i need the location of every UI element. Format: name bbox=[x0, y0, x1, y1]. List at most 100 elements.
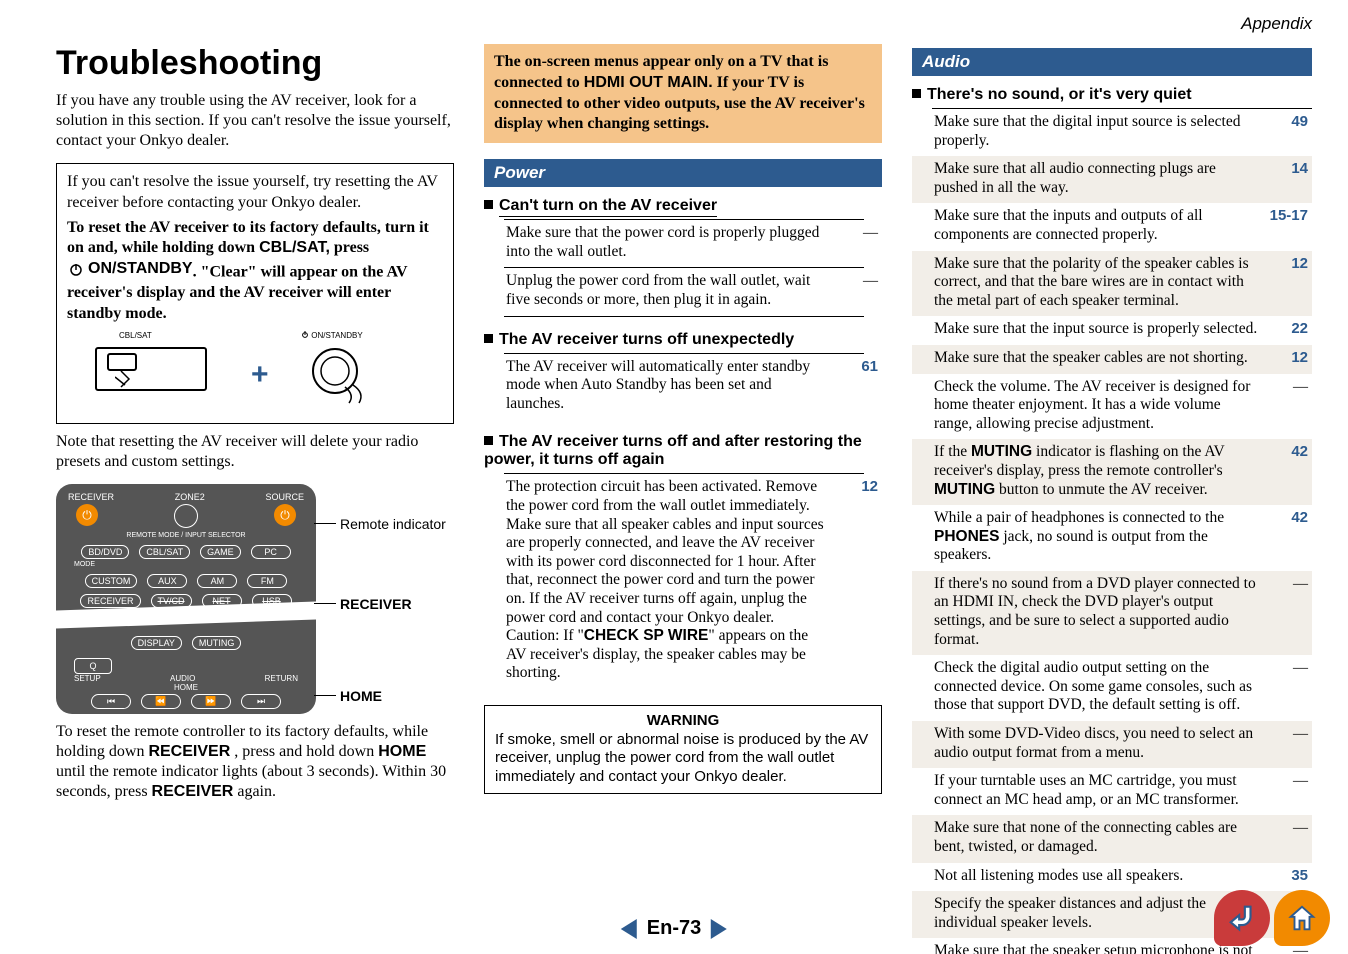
section-header-audio: Audio bbox=[912, 48, 1312, 76]
warning-body: If smoke, smell or abnormal noise is pro… bbox=[495, 731, 868, 786]
page-ref-link[interactable]: 12 bbox=[838, 478, 878, 496]
pill-am: AM bbox=[197, 574, 237, 588]
pill-q: Q bbox=[74, 658, 112, 674]
appendix-label: Appendix bbox=[1241, 14, 1312, 34]
item-row: The AV receiver will automatically enter… bbox=[484, 354, 882, 420]
page-ref-link[interactable]: 42 bbox=[1268, 443, 1308, 461]
page-ref-link[interactable]: 35 bbox=[1268, 867, 1308, 885]
remote-top-receiver: RECEIVER bbox=[68, 492, 114, 502]
page-ref-link: — bbox=[1268, 659, 1308, 677]
item-text: The AV receiver will automatically enter… bbox=[506, 358, 838, 414]
power-sub3: The AV receiver turns off and after rest… bbox=[484, 433, 882, 469]
remote-power-left-icon: ⏻ bbox=[76, 504, 98, 526]
item-text: If your turntable uses an MC cartridge, … bbox=[934, 772, 1268, 809]
column-3: Audio There's no sound, or it's very qui… bbox=[912, 44, 1312, 954]
pill-pc: PC bbox=[251, 545, 291, 559]
item-row: Make sure that the input source is prope… bbox=[912, 316, 1312, 345]
column-1: Troubleshooting If you have any trouble … bbox=[56, 44, 454, 954]
prev-page-button[interactable] bbox=[621, 919, 637, 939]
page-ref-link[interactable]: 42 bbox=[1268, 509, 1308, 527]
item-row: Make sure that the power cord is properl… bbox=[484, 220, 882, 267]
page-ref-link: — bbox=[1268, 772, 1308, 790]
page-ref-link[interactable]: 15-17 bbox=[1268, 207, 1308, 225]
item-text: With some DVD-Video discs, you need to s… bbox=[934, 725, 1268, 762]
page-ref-link[interactable]: 22 bbox=[1268, 320, 1308, 338]
item-text: Make sure that none of the connecting ca… bbox=[934, 819, 1268, 856]
item-row: If the MUTING indicator is flashing on t… bbox=[912, 439, 1312, 505]
power-icon bbox=[67, 263, 85, 277]
pill-fm: FM bbox=[247, 574, 287, 588]
item-row: Not all listening modes use all speakers… bbox=[912, 863, 1312, 892]
item-text: Make sure that the polarity of the speak… bbox=[934, 255, 1268, 311]
pill-cblsat: CBL/SAT bbox=[139, 545, 190, 559]
item-row: Check the digital audio output setting o… bbox=[912, 655, 1312, 721]
page-title: Troubleshooting bbox=[56, 44, 454, 83]
page-ref-link: — bbox=[1268, 725, 1308, 743]
pill-muting: MUTING bbox=[192, 636, 242, 650]
next-page-button[interactable] bbox=[711, 919, 727, 939]
remote-mode-label: REMOTE MODE / INPUT SELECTOR bbox=[56, 532, 316, 539]
remote-home-btn: HOME bbox=[56, 683, 316, 692]
callout-home: HOME bbox=[340, 688, 382, 704]
warning-title: WARNING bbox=[495, 712, 871, 731]
remote-indicator-dot bbox=[174, 504, 198, 528]
reset-cblsat: CBL/SAT, bbox=[259, 239, 330, 256]
remote-row-2: CUSTOM AUX AM FM bbox=[56, 574, 316, 588]
intro-text: If you have any trouble using the AV rec… bbox=[56, 91, 454, 151]
item-row: If there's no sound from a DVD player co… bbox=[912, 571, 1312, 655]
remote-row-1: BD/DVD CBL/SAT GAME PC bbox=[56, 545, 316, 559]
item-text: If the MUTING indicator is flashing on t… bbox=[934, 443, 1268, 499]
orange-info-block: The on-screen menus appear only on a TV … bbox=[484, 44, 882, 143]
remote-diagram: RECEIVER ZONE2 SOURCE ⏻ ⏻ REMOTE MODE / … bbox=[56, 484, 316, 714]
reset-onstandby: ON/STANDBY bbox=[88, 259, 193, 280]
power-sub2: The AV receiver turns off unexpectedly bbox=[484, 331, 882, 349]
page-ref-link: — bbox=[838, 272, 878, 290]
remote-setup-label: SETUP bbox=[74, 674, 101, 683]
reset-box: If you can't resolve the issue yourself,… bbox=[56, 163, 454, 424]
remote-top-source: SOURCE bbox=[265, 492, 304, 502]
reset-button-diagram: CBL/SAT + ON/STANDBY bbox=[75, 331, 435, 411]
pill-display: DISPLAY bbox=[131, 636, 182, 650]
item-row: Make sure that the digital input source … bbox=[912, 109, 1312, 156]
page-ref-link[interactable]: 14 bbox=[1268, 160, 1308, 178]
warning-box: WARNING If smoke, smell or abnormal nois… bbox=[484, 705, 882, 794]
nav-back-button[interactable] bbox=[1214, 890, 1270, 946]
item-row: Make sure that all audio connecting plug… bbox=[912, 156, 1312, 203]
item-text: Make sure that the inputs and outputs of… bbox=[934, 207, 1268, 244]
pill-bddvd: BD/DVD bbox=[81, 545, 129, 559]
item-text: Not all listening modes use all speakers… bbox=[934, 867, 1268, 886]
page-ref-link[interactable]: 12 bbox=[1268, 255, 1308, 273]
transport-next-icon: ⏭ bbox=[241, 694, 281, 709]
page-number-nav: En-73 bbox=[621, 917, 727, 940]
remote-power-right-icon: ⏻ bbox=[274, 504, 296, 526]
page-ref-link: — bbox=[1268, 575, 1308, 593]
item-text: Make sure that all audio connecting plug… bbox=[934, 160, 1268, 197]
page-ref-link[interactable]: 49 bbox=[1268, 113, 1308, 131]
power-sub1: Can't turn on the AV receiver bbox=[484, 197, 882, 215]
pill-aux: AUX bbox=[147, 574, 187, 588]
item-row: Make sure that the polarity of the speak… bbox=[912, 251, 1312, 317]
nav-home-button[interactable] bbox=[1274, 890, 1330, 946]
column-2: The on-screen menus appear only on a TV … bbox=[484, 44, 882, 954]
item-text: The protection circuit has been activate… bbox=[506, 478, 838, 683]
item-row: Check the volume. The AV receiver is des… bbox=[912, 374, 1312, 440]
diagram-cblsat-label: CBL/SAT bbox=[119, 331, 152, 341]
home-icon bbox=[1287, 903, 1317, 933]
audio-sub1: There's no sound, or it's very quiet bbox=[912, 86, 1312, 104]
page-ref-link[interactable]: 61 bbox=[838, 358, 878, 376]
page-ref-link: — bbox=[1268, 819, 1308, 837]
callout-remote-indicator: Remote indicator bbox=[340, 516, 446, 532]
item-row: Make sure that the inputs and outputs of… bbox=[912, 203, 1312, 250]
item-row: If your turntable uses an MC cartridge, … bbox=[912, 768, 1312, 815]
pill-game: GAME bbox=[200, 545, 241, 559]
remote-top-zone2: ZONE2 bbox=[175, 492, 205, 502]
page-ref-link[interactable]: 12 bbox=[1268, 349, 1308, 367]
item-text: Make sure that the input source is prope… bbox=[934, 320, 1268, 339]
pill-custom: CUSTOM bbox=[85, 574, 138, 588]
page-number: En-73 bbox=[647, 917, 701, 940]
item-text: If there's no sound from a DVD player co… bbox=[934, 575, 1268, 649]
remote-mode-word: MODE bbox=[56, 561, 316, 568]
transport-ff-icon: ⏩ bbox=[191, 694, 231, 709]
remote-return-label: RETURN bbox=[265, 674, 298, 683]
section-header-power: Power bbox=[484, 159, 882, 187]
